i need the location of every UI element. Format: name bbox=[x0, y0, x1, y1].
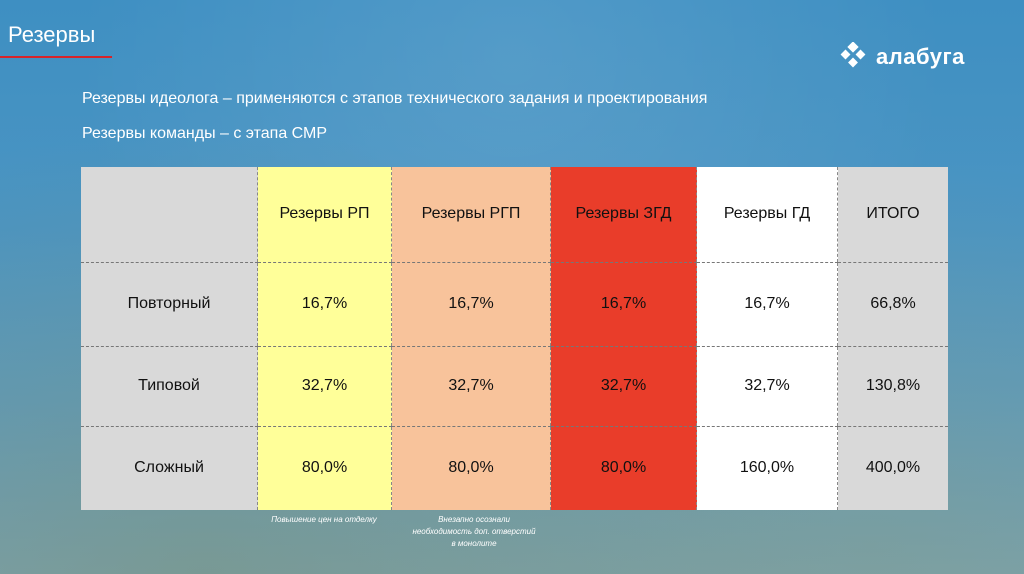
logo-text: алабуга bbox=[876, 44, 965, 69]
cell-rp: 80,0% bbox=[257, 426, 392, 510]
cell-rp: 32,7% bbox=[257, 346, 392, 427]
cell-zgd: 80,0% bbox=[550, 426, 697, 510]
reserves-table: Резервы РП Резервы РГП Резервы ЗГД Резер… bbox=[81, 167, 948, 510]
row-label: Сложный bbox=[81, 426, 258, 510]
subtitle-team: Резервы команды – с этапа СМР bbox=[82, 125, 328, 142]
company-logo: алабуга bbox=[838, 42, 965, 72]
header-cell-total: ИТОГО bbox=[837, 167, 948, 263]
title-underline bbox=[0, 56, 112, 58]
row-label: Повторный bbox=[81, 262, 258, 347]
cell-rgp: 16,7% bbox=[391, 262, 551, 347]
cell-total: 400,0% bbox=[837, 426, 948, 510]
header-cell-empty bbox=[81, 167, 258, 263]
cell-total: 130,8% bbox=[837, 346, 948, 427]
header-cell-rgp: Резервы РГП bbox=[391, 167, 551, 263]
cell-rgp: 32,7% bbox=[391, 346, 551, 427]
header-cell-gd: Резервы ГД bbox=[696, 167, 838, 263]
table-row: Типовой 32,7% 32,7% 32,7% 32,7% 130,8% bbox=[81, 346, 948, 427]
header-cell-zgd: Резервы ЗГД bbox=[550, 167, 697, 263]
table-row: Повторный 16,7% 16,7% 16,7% 16,7% 66,8% bbox=[81, 262, 948, 347]
cell-gd: 16,7% bbox=[696, 262, 838, 347]
row-label: Типовой bbox=[81, 346, 258, 427]
cell-gd: 160,0% bbox=[696, 426, 838, 510]
cell-zgd: 32,7% bbox=[550, 346, 697, 427]
table-header-row: Резервы РП Резервы РГП Резервы ЗГД Резер… bbox=[81, 167, 948, 263]
header-cell-rp: Резервы РП bbox=[257, 167, 392, 263]
cell-gd: 32,7% bbox=[696, 346, 838, 427]
cell-total: 66,8% bbox=[837, 262, 948, 347]
subtitle-ideologist: Резервы идеолога – применяются с этапов … bbox=[82, 90, 708, 107]
note-rp: Повышение цен на отделку bbox=[271, 515, 377, 524]
note-rgp: Внезапно осознали необходимость доп. отв… bbox=[412, 515, 536, 548]
cell-rp: 16,7% bbox=[257, 262, 392, 347]
cell-zgd: 16,7% bbox=[550, 262, 697, 347]
table-row: Сложный 80,0% 80,0% 80,0% 160,0% 400,0% bbox=[81, 426, 948, 510]
slide-title: Резервы bbox=[8, 22, 96, 47]
logo-diamond-icon bbox=[840, 42, 866, 68]
cell-rgp: 80,0% bbox=[391, 426, 551, 510]
